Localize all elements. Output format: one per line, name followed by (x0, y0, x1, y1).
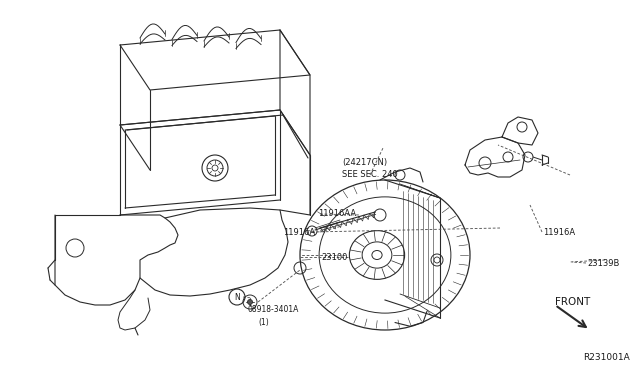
Text: SEE SEC. 240: SEE SEC. 240 (342, 170, 397, 179)
Text: 23139B: 23139B (587, 259, 620, 267)
Text: (24217CN): (24217CN) (342, 157, 387, 167)
Text: 11916A: 11916A (543, 228, 575, 237)
Ellipse shape (372, 250, 382, 260)
Text: (1): (1) (258, 317, 269, 327)
Text: N: N (234, 292, 240, 301)
Text: 08918-3401A: 08918-3401A (247, 305, 298, 314)
Text: 11916A: 11916A (283, 228, 315, 237)
Circle shape (248, 299, 253, 305)
Text: R231001A: R231001A (583, 353, 630, 362)
Text: 11916AA: 11916AA (318, 208, 356, 218)
Text: 23100: 23100 (322, 253, 348, 262)
Text: FRONT: FRONT (555, 297, 590, 307)
